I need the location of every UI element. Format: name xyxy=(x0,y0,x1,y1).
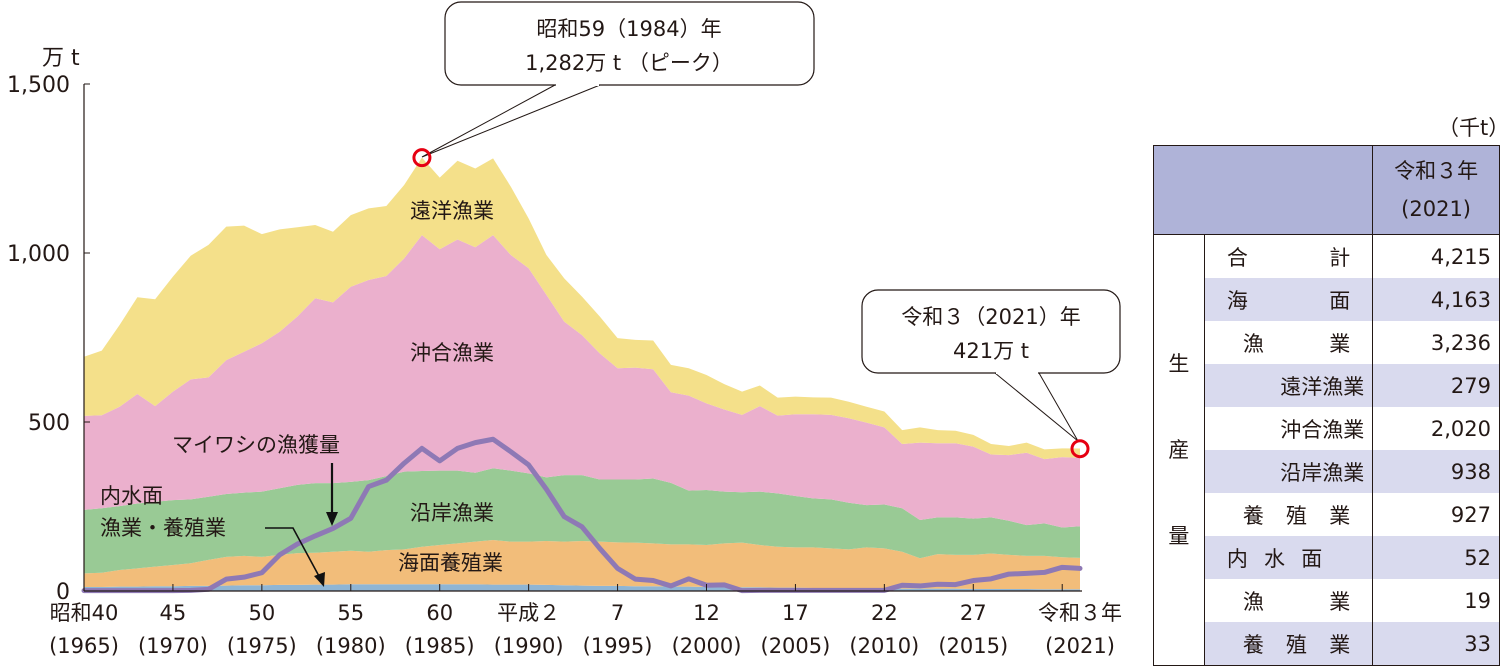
y-ticks: 0 500 1,000 1,500 xyxy=(7,73,90,605)
latest-callout: 令和３（2021）年 421万 t xyxy=(861,289,1121,442)
table-row: 内 水 面 52 xyxy=(1154,536,1500,579)
row-value: 4,215 xyxy=(1372,234,1500,278)
x-tick-label-year: (2010) xyxy=(849,634,919,658)
row-value: 3,236 xyxy=(1372,321,1500,364)
area-4 xyxy=(84,157,1080,460)
x-tick-label-era: 22 xyxy=(871,601,898,625)
peak-callout: 昭和59（1984）年 1,282万 t （ピーク） xyxy=(421,1,815,158)
y-tick-label: 0 xyxy=(56,580,70,605)
x-tick-label-era: 昭和40 xyxy=(50,601,119,625)
x-tick-label-era: 7 xyxy=(611,601,624,625)
header-western-year: (2021) xyxy=(1401,197,1472,221)
inland-leader-line xyxy=(265,527,321,579)
side-char: 生 xyxy=(1168,352,1190,376)
row-value: 4,163 xyxy=(1372,278,1500,321)
sardine-arrowhead xyxy=(326,512,338,526)
x-tick-label-era: 17 xyxy=(782,601,809,625)
latest-callout-line1: 令和３（2021）年 xyxy=(901,305,1080,329)
header-era: 令和３年 xyxy=(1394,159,1479,183)
row-label: 沖合漁業 xyxy=(1280,417,1365,442)
side-char: 量 xyxy=(1168,524,1190,548)
side-label-production: 生 産 量 xyxy=(1153,234,1205,666)
x-ticks: 昭和40 (1965) 45 (1970) 50 (1975) 55 (1980) 60 (198… xyxy=(49,584,1122,658)
area-1 xyxy=(84,539,1080,590)
row-label: 合 計 xyxy=(1226,245,1351,270)
table-row: 沿岸漁業 938 xyxy=(1154,450,1500,493)
table-row: 養 殖 業 33 xyxy=(1154,622,1500,666)
y-unit-label: 万 t xyxy=(42,46,80,71)
table-row: 養 殖 業 927 xyxy=(1154,493,1500,536)
sardine-line-layer xyxy=(81,436,1083,594)
x-tick-label-year: (1985) xyxy=(405,634,475,658)
row-value: 927 xyxy=(1372,493,1500,536)
x-tick-label-year: (1995) xyxy=(583,634,653,658)
label-distant-water: 遠洋漁業 xyxy=(410,199,494,223)
table-header-year: 令和３年 (2021) xyxy=(1372,145,1500,235)
table-unit-label: （千t） xyxy=(1438,116,1502,140)
row-label: 漁 業 xyxy=(1242,331,1351,356)
table-row: 沖合漁業 2,020 xyxy=(1154,407,1500,450)
label-coastal: 沿岸漁業 xyxy=(410,501,494,525)
y-tick-label: 1,000 xyxy=(7,242,70,267)
row-value: 19 xyxy=(1372,579,1500,622)
label-inland-1: 内水面 xyxy=(100,484,163,508)
row-value: 2,020 xyxy=(1372,407,1500,450)
label-inland-2: 漁業・養殖業 xyxy=(100,516,226,540)
peak-callout-line2: 1,282万 t （ピーク） xyxy=(525,51,733,75)
label-offshore: 沖合漁業 xyxy=(410,341,494,365)
inland-arrowhead xyxy=(314,572,325,587)
stacked-areas xyxy=(84,157,1080,591)
latest-callout-line2: 421万 t xyxy=(953,339,1029,363)
x-tick-label-year: (2005) xyxy=(761,634,831,658)
area-3 xyxy=(84,235,1080,528)
x-tick-label-era: 50 xyxy=(248,601,275,625)
fishery-production-chart: 0 500 1,000 1,500 昭和40 (1965) 45 (1970) 50 (1975… xyxy=(7,1,1122,658)
row-value: 938 xyxy=(1372,450,1500,493)
x-tick-label-year: (2015) xyxy=(938,634,1008,658)
x-tick-label-year: (1970) xyxy=(138,634,208,658)
x-tick-label-era: 60 xyxy=(426,601,453,625)
sardine-catch-line xyxy=(81,436,1083,594)
table-row: 漁 業 3,236 xyxy=(1154,321,1500,364)
table-row: 遠洋漁業 279 xyxy=(1154,364,1500,407)
x-tick-label-era: 12 xyxy=(693,601,720,625)
side-char: 産 xyxy=(1168,438,1190,462)
row-label: 養 殖 業 xyxy=(1242,503,1351,528)
peak-callout-line1: 昭和59（1984）年 xyxy=(536,17,721,41)
y-tick-label: 1,500 xyxy=(7,73,70,98)
x-tick-label-era: 45 xyxy=(160,601,187,625)
row-label: 内 水 面 xyxy=(1204,536,1373,579)
x-tick-label-year: (1990) xyxy=(494,634,564,658)
x-tick-label-era: 27 xyxy=(960,601,987,625)
label-marine-aquaculture: 海面養殖業 xyxy=(398,551,503,575)
table-header-row: 令和３年 (2021) xyxy=(1153,145,1500,235)
y-tick-label: 500 xyxy=(28,411,70,436)
row-value: 279 xyxy=(1372,364,1500,407)
x-tick-label-year: (2000) xyxy=(672,634,742,658)
table-row: 生 産 量 合 計 4,215 xyxy=(1153,234,1500,666)
row-label: 海 面 xyxy=(1204,278,1373,321)
table-header-blank xyxy=(1153,145,1373,235)
production-table: 令和３年 (2021) 生 産 量 合 計 4,215 海 面 4,163 漁 業 3… xyxy=(1153,145,1500,666)
row-value: 33 xyxy=(1372,622,1500,666)
x-tick-label-year: (1965) xyxy=(49,634,119,658)
row-label: 養 殖 業 xyxy=(1204,622,1373,666)
label-sardine: マイワシの漁獲量 xyxy=(172,433,340,457)
row-value: 52 xyxy=(1372,536,1500,579)
row-label: 漁 業 xyxy=(1242,589,1351,614)
table-row: 漁 業 19 xyxy=(1154,579,1500,622)
x-tick-label-era: 平成２ xyxy=(497,601,560,625)
x-tick-label-era: 55 xyxy=(337,601,364,625)
x-tick-label-era: 令和３年 xyxy=(1038,601,1122,625)
x-tick-label-year: (1980) xyxy=(316,634,386,658)
x-tick-label-year: (1975) xyxy=(227,634,297,658)
latest-marker xyxy=(1070,439,1090,459)
peak-marker xyxy=(412,148,432,168)
row-label: 遠洋漁業 xyxy=(1204,364,1373,407)
x-tick-label-year: (2021) xyxy=(1045,634,1115,658)
table-row: 海 面 4,163 xyxy=(1154,278,1500,321)
row-label: 沿岸漁業 xyxy=(1204,450,1373,493)
